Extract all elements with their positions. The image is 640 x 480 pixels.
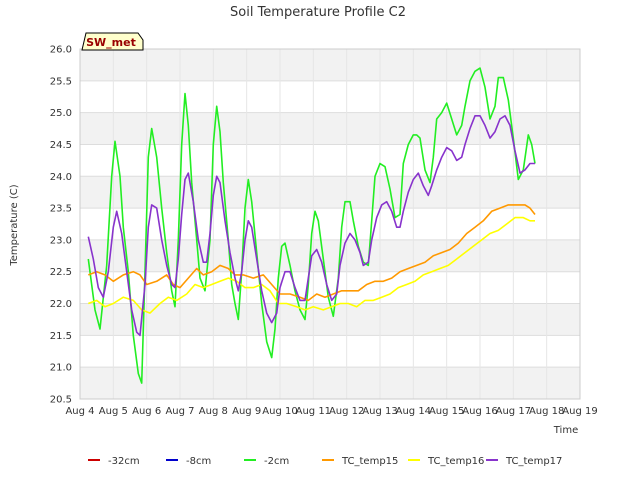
series-lines	[87, 67, 536, 384]
x-tick-label: Aug 9	[232, 406, 261, 417]
legend: -32cm -8cm -2cm TC_temp15 TC_temp16 TC_temp17	[88, 456, 562, 467]
y-tick-label: 21.5	[50, 331, 72, 342]
y-tick-label: 23.0	[50, 235, 72, 246]
x-tick-label: Aug 13	[362, 406, 397, 417]
x-tick-label: Aug 14	[396, 406, 431, 417]
legend-label: TC_temp15	[341, 456, 398, 467]
y-tick-label: 24.5	[50, 140, 72, 151]
y-tick-labels: 20.5 21.0 21.5 22.0 22.5 23.0 23.5 24.0 24.5 25.0…	[50, 45, 72, 406]
band	[80, 239, 580, 272]
series-line-2cm	[87, 67, 536, 384]
legend-label: -2cm	[264, 456, 289, 467]
grid-lines	[79, 48, 581, 400]
x-tick-label: Aug 19	[562, 406, 597, 417]
y-tick-label: 21.0	[50, 363, 72, 374]
x-tick-label: Aug 11	[296, 406, 331, 417]
x-tick-labels: Aug 4 Aug 5 Aug 6 Aug 7 Aug 8 Aug 9 Aug 10Aug …	[65, 406, 597, 417]
y-tick-label: 20.5	[50, 395, 72, 406]
badge-shape	[81, 32, 144, 51]
x-tick-label: Aug 8	[199, 406, 228, 417]
plot-area-border	[79, 48, 581, 400]
x-tick-label: Aug 6	[132, 406, 161, 417]
band	[80, 176, 580, 209]
y-tick-label: 25.5	[50, 76, 72, 87]
x-axis-label: Time	[553, 425, 578, 436]
y-tick-label: 23.5	[50, 204, 72, 215]
sw-met-badge: SW_met	[81, 32, 144, 51]
x-tick-label: Aug 16	[462, 406, 497, 417]
background-bands	[80, 49, 580, 399]
x-tick-label: Aug 10	[262, 406, 297, 417]
y-tick-label: 25.0	[50, 108, 72, 119]
legend-label: -8cm	[186, 456, 211, 467]
band	[80, 303, 580, 336]
legend-label: TC_temp16	[427, 456, 484, 467]
series-line-tc-temp15	[88, 204, 536, 302]
chart-title: Soil Temperature Profile C2	[230, 5, 406, 20]
x-tick-label: Aug 17	[496, 406, 531, 417]
x-tick-label: Aug 4	[65, 406, 94, 417]
band	[80, 49, 580, 81]
y-tick-label: 24.0	[50, 172, 72, 183]
series-line-tc-temp17	[87, 115, 535, 337]
x-tick-label: Aug 12	[329, 406, 364, 417]
legend-label: TC_temp17	[505, 456, 562, 467]
series-line-tc-temp16	[88, 216, 535, 314]
x-tick-label: Aug 15	[429, 406, 464, 417]
y-tick-label: 26.0	[50, 45, 72, 56]
x-tick-label: Aug 7	[165, 406, 194, 417]
y-axis-label: Temperature (C)	[9, 184, 20, 266]
band	[80, 367, 580, 399]
legend-label: -32cm	[108, 456, 140, 467]
y-tick-label: 22.0	[50, 299, 72, 310]
y-tick-label: 22.5	[50, 267, 72, 278]
badge-label: SW_met	[86, 36, 136, 49]
x-tick-label: Aug 5	[99, 406, 128, 417]
x-tick-label: Aug 18	[529, 406, 564, 417]
